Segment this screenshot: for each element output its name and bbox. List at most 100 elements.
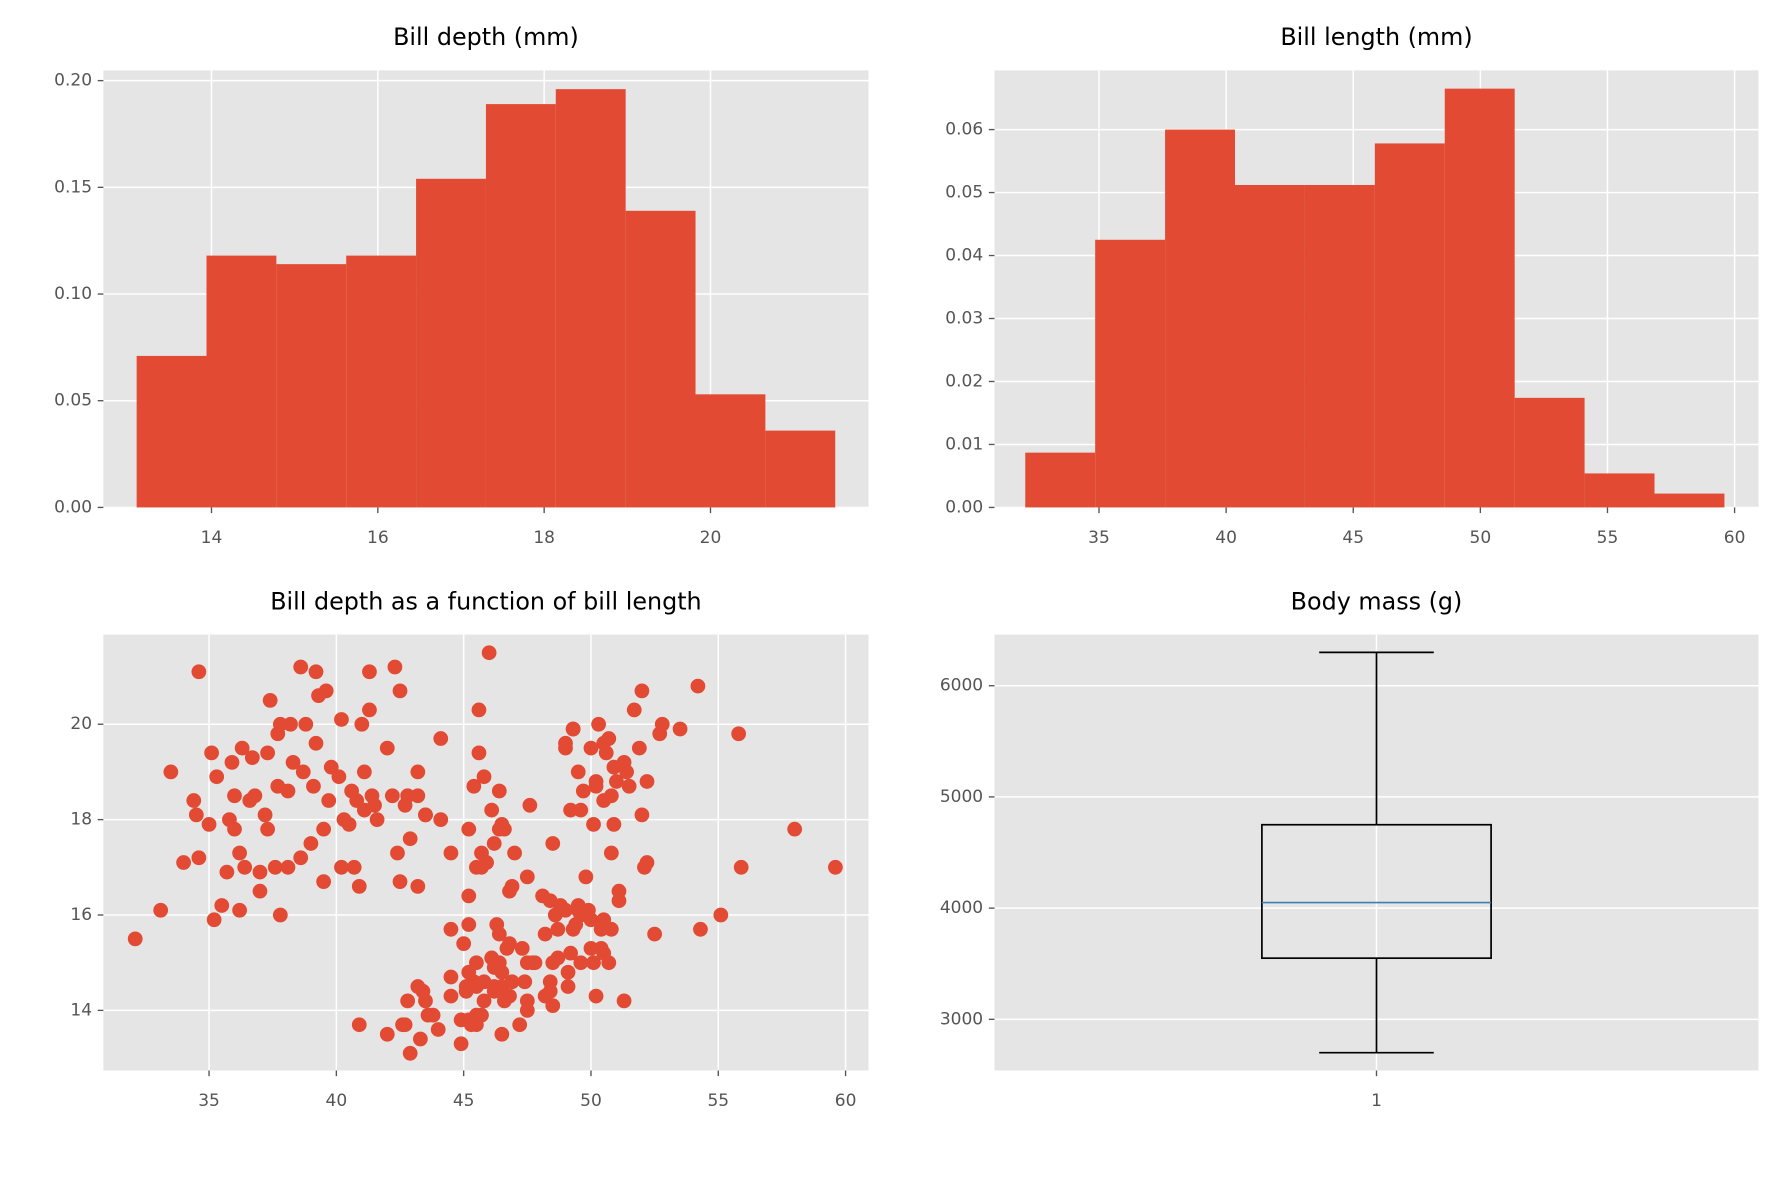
point <box>634 807 650 823</box>
y-tick-label: 0.10 <box>54 284 92 304</box>
point <box>491 783 507 799</box>
point <box>321 793 337 808</box>
point <box>303 836 319 851</box>
y-tick-label: 0.00 <box>54 497 92 517</box>
bar <box>346 255 417 508</box>
point <box>400 993 416 1009</box>
bar <box>1304 184 1375 508</box>
point <box>163 764 179 780</box>
point <box>517 974 533 990</box>
point <box>474 859 489 875</box>
point <box>267 859 283 875</box>
point <box>647 926 663 942</box>
point <box>272 716 288 732</box>
point <box>545 836 561 851</box>
point <box>425 1007 441 1023</box>
point <box>639 855 655 870</box>
point <box>626 702 642 718</box>
y-tick-label: 0.01 <box>945 434 983 454</box>
point <box>308 735 324 751</box>
point <box>295 764 311 780</box>
point <box>502 936 517 951</box>
point <box>433 812 449 827</box>
point <box>354 716 370 732</box>
x-tick-label: 45 <box>453 1091 475 1111</box>
point <box>298 716 314 732</box>
point <box>609 774 624 789</box>
point <box>224 755 240 770</box>
point <box>573 802 589 818</box>
x-tick-label: 55 <box>1597 528 1619 548</box>
point <box>306 778 321 794</box>
point <box>588 988 604 1004</box>
point <box>550 921 566 937</box>
point <box>494 1026 510 1042</box>
point <box>733 859 749 875</box>
point <box>260 745 275 761</box>
y-tick-label: 14 <box>70 1000 92 1020</box>
x-tick-label: 40 <box>1215 528 1237 548</box>
point <box>410 764 426 780</box>
point <box>384 788 400 804</box>
point <box>456 936 472 951</box>
x-tick-label: 50 <box>1470 528 1492 548</box>
point <box>476 993 492 1009</box>
y-tick-label: 4000 <box>940 898 983 918</box>
point <box>586 817 601 832</box>
point <box>397 1017 413 1033</box>
point <box>390 845 405 861</box>
point <box>369 812 385 827</box>
point <box>244 750 260 765</box>
x-tick-label: 18 <box>533 528 555 548</box>
x-tick-label: 60 <box>1724 528 1746 548</box>
point <box>453 1036 469 1052</box>
point <box>575 783 591 799</box>
chart-title: Bill depth (mm) <box>393 23 579 51</box>
x-tick-label: 60 <box>835 1091 857 1111</box>
point <box>191 664 207 680</box>
bar <box>1165 129 1236 508</box>
point <box>318 683 334 699</box>
point <box>466 778 482 794</box>
point <box>514 941 530 956</box>
point <box>272 907 288 923</box>
point <box>191 850 207 866</box>
point <box>176 855 191 870</box>
point <box>828 859 843 875</box>
point <box>443 988 459 1004</box>
point <box>598 745 614 761</box>
point <box>293 659 309 675</box>
bar <box>206 255 277 508</box>
bar <box>695 394 766 508</box>
point <box>631 740 647 756</box>
point <box>219 864 235 880</box>
point <box>621 778 637 794</box>
point <box>693 921 708 937</box>
point <box>402 1045 418 1061</box>
point <box>563 945 578 961</box>
point <box>351 879 367 894</box>
point <box>616 993 632 1009</box>
y-tick-label: 0.00 <box>945 497 983 517</box>
point <box>341 817 357 832</box>
point <box>519 1003 535 1018</box>
point <box>583 941 599 956</box>
y-tick-label: 0.03 <box>945 309 983 329</box>
point <box>553 898 568 913</box>
bar <box>1095 239 1166 508</box>
x-tick-label: 1 <box>1371 1091 1382 1111</box>
point <box>471 702 487 718</box>
point <box>731 726 747 742</box>
point <box>545 998 561 1013</box>
point <box>127 931 143 947</box>
point <box>603 921 619 937</box>
x-tick-label: 40 <box>326 1091 348 1111</box>
chart-title: Body mass (g) <box>1291 587 1463 615</box>
point <box>209 769 225 785</box>
point <box>481 645 497 661</box>
y-tick-label: 18 <box>70 810 92 830</box>
point <box>433 731 449 746</box>
point <box>206 912 222 928</box>
point <box>474 1007 489 1023</box>
bar <box>555 89 626 508</box>
